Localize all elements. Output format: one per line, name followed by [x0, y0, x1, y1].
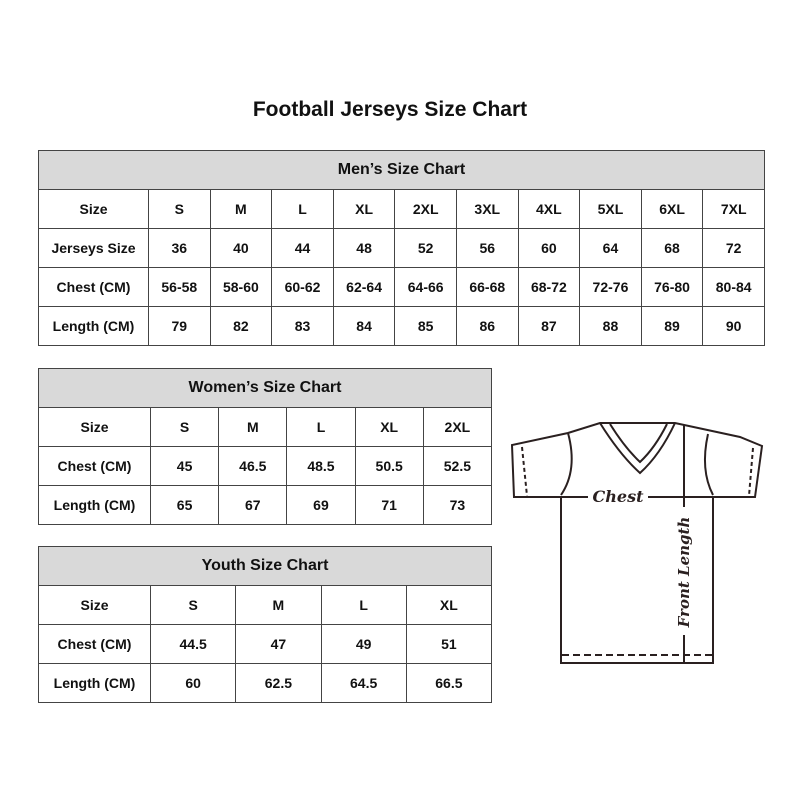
table-cell: 46.5	[218, 446, 288, 486]
table-cell: 58-60	[209, 267, 273, 307]
table-row: Length (CM) 60 62.5 64.5 66.5	[38, 663, 493, 703]
table-cell: XL	[405, 585, 493, 625]
table-cell: 68-72	[517, 267, 581, 307]
table-row: Size S M L XL 2XL	[38, 407, 493, 447]
table-row: Chest (CM) 56-58 58-60 60-62 62-64 64-66 66-68…	[38, 267, 765, 307]
table-cell: 51	[405, 624, 493, 664]
table-cell: S	[149, 585, 237, 625]
table-cell: 67	[218, 485, 288, 525]
table-cell: 2XL	[422, 407, 493, 447]
row-label: Size	[38, 189, 149, 229]
table-cell: 7XL	[702, 189, 765, 229]
row-label: Length (CM)	[38, 485, 151, 525]
page-title: Football Jerseys Size Chart	[252, 98, 528, 121]
table-cell: 40	[209, 228, 273, 268]
table-cell: 76-80	[640, 267, 704, 307]
table-cell: 50.5	[354, 446, 424, 486]
row-label: Length (CM)	[38, 306, 149, 346]
table-cell: 56-58	[148, 267, 211, 307]
table-cell: S	[149, 407, 220, 447]
table-cell: 72	[702, 228, 765, 268]
table-cell: 45	[149, 446, 220, 486]
chest-label: Chest	[593, 487, 645, 506]
table-row: Jerseys Size 36 40 44 48 52 56 60 64 68 72	[38, 228, 765, 268]
table-cell: L	[271, 189, 334, 229]
table-cell: 62.5	[235, 663, 322, 703]
row-label: Chest (CM)	[38, 267, 149, 307]
table-cell: 44	[271, 228, 334, 268]
table-cell: 49	[320, 624, 407, 664]
row-label: Jerseys Size	[38, 228, 149, 268]
table-cell: 79	[148, 306, 211, 346]
table-cell: 60-62	[271, 267, 334, 307]
table-row: Length (CM) 65 67 69 71 73	[38, 485, 493, 525]
table-cell: 85	[394, 306, 457, 346]
table-cell: 65	[149, 485, 220, 525]
table-title: Youth Size Chart	[38, 546, 492, 586]
youth-size-table: Youth Size Chart Size S M L XL Chest (CM) 44.5…	[38, 546, 493, 703]
table-row: Size S M L XL	[38, 585, 493, 625]
table-title: Women’s Size Chart	[38, 368, 492, 408]
table-cell: 64	[579, 228, 642, 268]
table-cell: 71	[354, 485, 424, 525]
table-cell: 66.5	[405, 663, 493, 703]
row-label: Size	[38, 585, 151, 625]
mens-size-table: Men’s Size Chart Size S M L XL 2XL 3XL 4XL 5XL 6X…	[38, 150, 765, 346]
table-cell: 89	[640, 306, 704, 346]
front-length-label: Front Length	[675, 517, 693, 629]
shirt-outline-icon	[510, 422, 764, 664]
row-label: Chest (CM)	[38, 624, 151, 664]
womens-size-table: Women’s Size Chart Size S M L XL 2XL Chest (CM…	[38, 368, 493, 525]
table-cell: 3XL	[455, 189, 519, 229]
table-cell: 64.5	[320, 663, 407, 703]
table-row: Chest (CM) 44.5 47 49 51	[38, 624, 493, 664]
table-cell: XL	[332, 189, 396, 229]
table-cell: 5XL	[579, 189, 642, 229]
row-label: Length (CM)	[38, 663, 151, 703]
table-row: Length (CM) 79 82 83 84 85 86 87 88 89 90	[38, 306, 765, 346]
table-cell: 36	[148, 228, 211, 268]
table-cell: 2XL	[394, 189, 457, 229]
table-cell: 69	[286, 485, 356, 525]
table-cell: L	[286, 407, 356, 447]
table-cell: 68	[640, 228, 704, 268]
table-row: Size S M L XL 2XL 3XL 4XL 5XL 6XL 7XL	[38, 189, 765, 229]
table-cell: 60	[517, 228, 581, 268]
table-cell: 73	[422, 485, 493, 525]
table-cell: 82	[209, 306, 273, 346]
table-cell: 87	[517, 306, 581, 346]
table-title: Men’s Size Chart	[38, 150, 765, 190]
table-cell: 90	[702, 306, 765, 346]
table-cell: 84	[332, 306, 396, 346]
table-cell: 60	[149, 663, 237, 703]
table-cell: 86	[455, 306, 519, 346]
table-cell: XL	[354, 407, 424, 447]
